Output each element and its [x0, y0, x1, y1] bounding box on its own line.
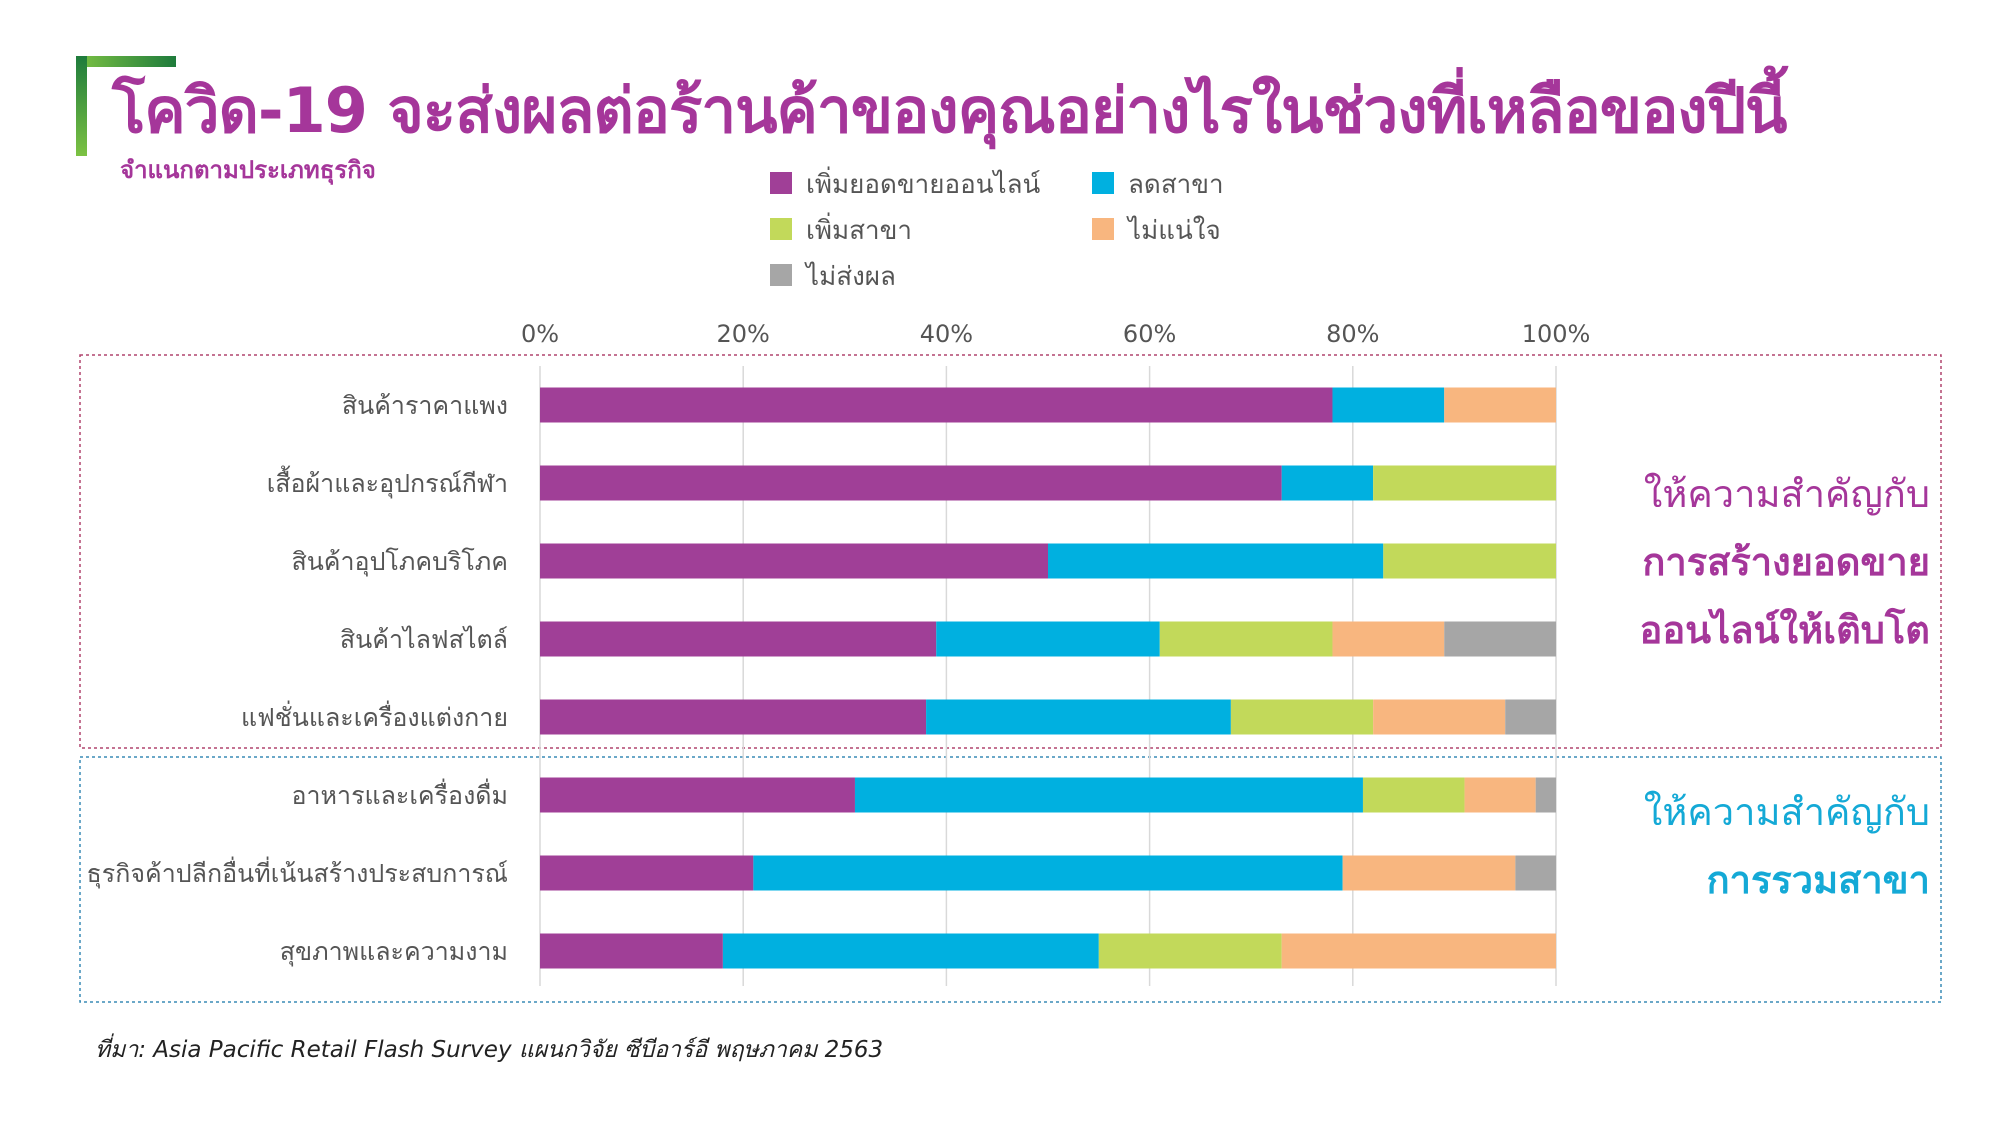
legend-label: เพิ่มสาขา [806, 212, 912, 246]
title-accent-bar [76, 56, 176, 67]
category-label: แฟชั่นและเครื่องแต่งกาย [241, 700, 508, 732]
bar-segment [1098, 933, 1282, 969]
x-tick-label: 80% [1326, 320, 1379, 348]
bar-segment [540, 699, 927, 735]
legend-label: ลดสาขา [1128, 170, 1224, 200]
page-title: โควิด-19 จะส่งผลต่อร้านค้าของคุณอย่างไรใ… [112, 74, 1787, 147]
legend-swatch [770, 218, 792, 240]
bar-segment [1535, 777, 1556, 813]
legend-swatch [1092, 172, 1114, 194]
category-label: สินค้าอุปโภคบริโภค [291, 547, 508, 577]
category-label: เสื้อผ้าและอุปกรณ์กีฬา [267, 465, 508, 499]
branch-focus-note: ให้ความสำคัญกับ การรวมสาขา [1644, 778, 1930, 914]
page-subtitle: จำแนกตามประเภทธุรกิจ [120, 156, 376, 184]
online-note-line2: การสร้างยอดขาย [1642, 540, 1930, 584]
online-note-line3: ออนไลน์ให้เติบโต [1639, 608, 1930, 652]
bar-segment [540, 465, 1282, 501]
category-label: สินค้าราคาแพง [342, 391, 508, 420]
legend-swatch [770, 264, 792, 286]
x-tick-label: 60% [1123, 320, 1176, 348]
title-accent-bar-vertical [76, 56, 87, 156]
online-focus-note: ให้ความสำคัญกับ การสร้างยอดขาย ออนไลน์ให… [1640, 460, 1930, 664]
bar-segment [854, 777, 1363, 813]
branch-note-line1: ให้ความสำคัญกับ [1643, 790, 1930, 834]
x-tick-label: 0% [521, 320, 559, 348]
legend-label: เพิ่มยอดขายออนไลน์ [806, 166, 1041, 200]
bar-segment [1373, 699, 1506, 735]
bar-segment [1281, 933, 1556, 969]
bar-segment [540, 933, 723, 969]
x-tick-label: 40% [920, 320, 973, 348]
category-label: สุขภาพและความงาม [280, 937, 508, 967]
legend-label: ไม่ส่งผล [804, 261, 896, 292]
legend-swatch [1092, 218, 1114, 240]
branch-note-line2: การรวมสาขา [1706, 858, 1930, 902]
bar-segment [1362, 777, 1465, 813]
bar-segment [722, 933, 1099, 969]
branch-group-box [79, 756, 1942, 1003]
bar-segment [1373, 465, 1556, 501]
source-note: ที่มา: Asia Pacific Retail Flash Survey … [95, 1037, 884, 1063]
online-group-box [79, 354, 1942, 749]
category-label: สินค้าไลฟสไตล์ [340, 625, 508, 654]
bar-segment [1383, 543, 1556, 579]
bar-segment [1342, 855, 1516, 891]
online-note-line1: ให้ความสำคัญกับ [1643, 472, 1930, 516]
x-tick-label: 20% [717, 320, 770, 348]
bar-segment [540, 621, 937, 657]
legend-label: ไม่แน่ใจ [1126, 215, 1221, 246]
bar-segment [753, 855, 1343, 891]
bar-segment [540, 543, 1048, 579]
bar-segment [926, 699, 1231, 735]
bar-segment [1332, 621, 1445, 657]
bar-segment [1048, 543, 1384, 579]
bar-segment [1505, 699, 1556, 735]
bar-segment [1464, 777, 1536, 813]
bar-segment [1159, 621, 1333, 657]
bar-segment [1281, 465, 1374, 501]
category-label: อาหารและเครื่องดื่ม [292, 778, 509, 810]
bar-segment [1230, 699, 1374, 735]
bar-segment [540, 855, 754, 891]
bar-segment [1444, 621, 1556, 657]
bar-segment [540, 777, 855, 813]
x-tick-label: 100% [1522, 320, 1591, 348]
bar-segment [1515, 855, 1556, 891]
bar-segment [1444, 387, 1556, 423]
bar-segment [540, 387, 1333, 423]
category-label: ธุรกิจค้าปลีกอื่นที่เน้นสร้างประสบการณ์ [87, 856, 508, 889]
bar-segment [936, 621, 1160, 657]
legend-swatch [770, 172, 792, 194]
bar-segment [1332, 387, 1445, 423]
